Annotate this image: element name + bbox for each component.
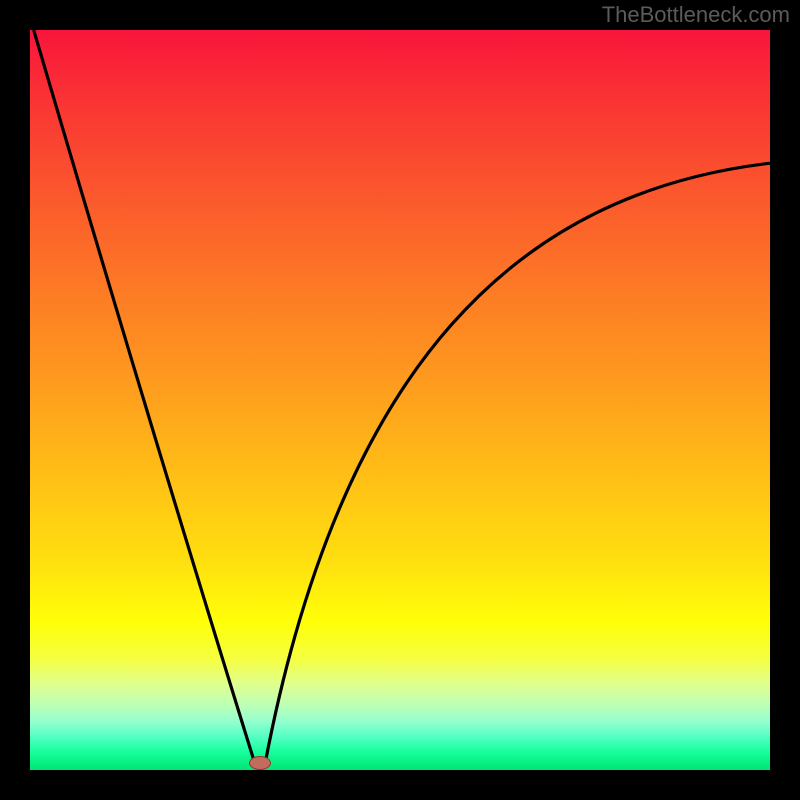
watermark-text: TheBottleneck.com xyxy=(602,2,790,28)
bottleneck-curve-left xyxy=(34,30,256,766)
curve-layer xyxy=(30,30,770,770)
bottleneck-curve-right xyxy=(265,163,770,766)
plot-area xyxy=(30,30,770,770)
chart-root: TheBottleneck.com xyxy=(0,0,800,800)
optimal-point-marker xyxy=(249,756,271,770)
